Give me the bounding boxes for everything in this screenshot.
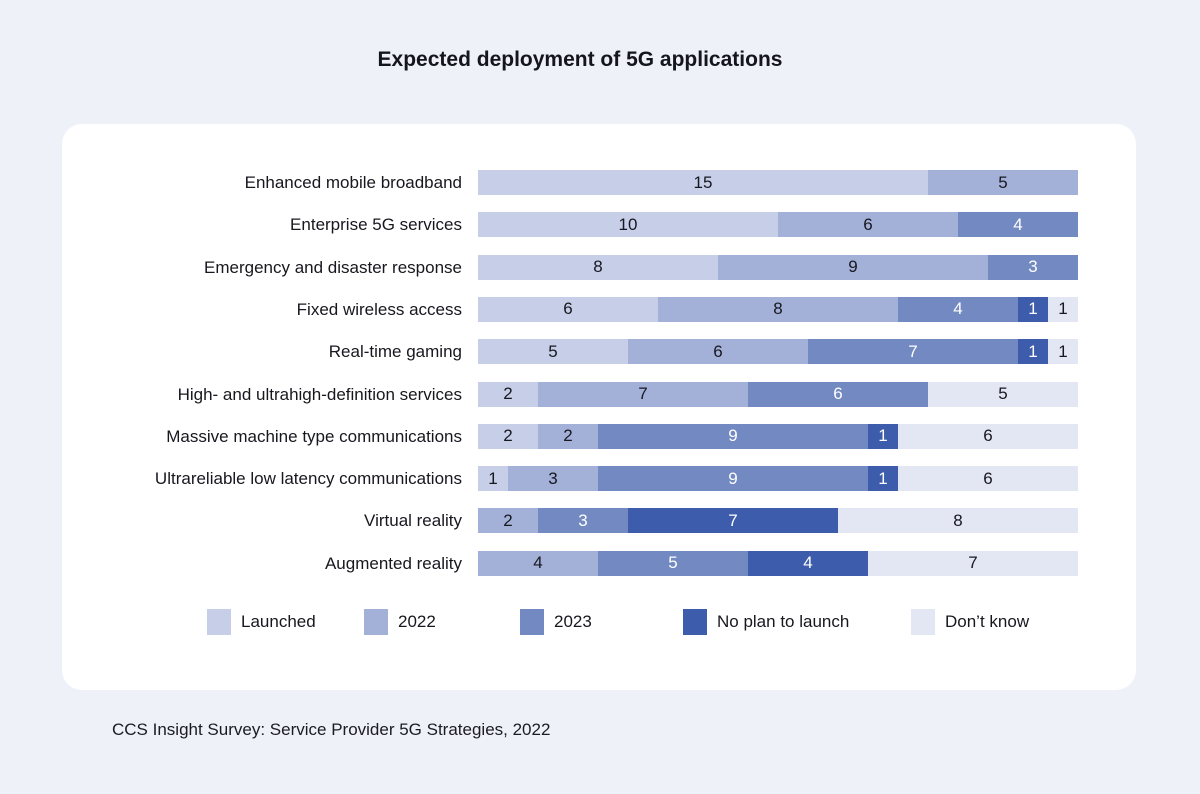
bar-segment: 3: [538, 508, 628, 534]
bar-segment: 8: [478, 254, 718, 280]
chart-row: Emergency and disaster response 8 9 3: [62, 254, 1136, 280]
bar-segment: 9: [598, 466, 868, 492]
category-label: Real-time gaming: [328, 342, 462, 362]
bar-segment: 4: [898, 296, 1018, 322]
legend-swatch-icon: [207, 609, 231, 635]
bar-segment: 7: [808, 339, 1018, 365]
bar-segment: 4: [748, 550, 868, 576]
bar-segment: 7: [628, 508, 838, 534]
category-label: Enterprise 5G services: [290, 215, 462, 235]
chart-row: Virtual reality 2 3 7 8: [62, 508, 1136, 534]
legend-swatch-icon: [520, 609, 544, 635]
bar-segment: 1: [1048, 339, 1078, 365]
bar-segment: 3: [508, 466, 598, 492]
category-label: Emergency and disaster response: [204, 257, 462, 277]
bar-segment: 1: [1018, 339, 1048, 365]
bar-segment: 9: [718, 254, 988, 280]
chart-row: Ultrareliable low latency communications…: [62, 466, 1136, 492]
category-label: Fixed wireless access: [296, 299, 462, 319]
legend-swatch-icon: [683, 609, 707, 635]
chart-title: Expected deployment of 5G applications: [377, 48, 783, 71]
bar-segment: 2: [478, 423, 538, 449]
bar-segment: 9: [598, 423, 868, 449]
bar-segment: 5: [928, 170, 1078, 195]
bar-segment: 5: [928, 381, 1078, 407]
bar-segment: 6: [628, 339, 808, 365]
bar-segment: 1: [478, 466, 508, 492]
legend-label: 2023: [554, 612, 592, 631]
legend-label: Launched: [241, 612, 316, 631]
bar-segment: 1: [868, 423, 898, 449]
chart-row: Fixed wireless access 6 8 4 1 1: [62, 296, 1136, 322]
bar-segment: 2: [538, 423, 598, 449]
bar-segment: 1: [1048, 296, 1078, 322]
legend-item: 2023: [520, 609, 592, 635]
bar-segment: 6: [778, 212, 958, 238]
category-label: Ultrareliable low latency communications: [154, 469, 462, 489]
bar-segment: 6: [478, 296, 658, 322]
bar-segment: 7: [868, 550, 1078, 576]
bar-segment: 2: [478, 508, 538, 534]
chart-row: Massive machine type communications 2 2 9 1 6: [62, 423, 1136, 449]
bar-segment: 1: [1018, 296, 1048, 322]
bar-segment: 2: [478, 381, 538, 407]
bar-segment: 8: [658, 296, 898, 322]
legend-item: 2022: [364, 609, 436, 635]
bar-segment: 4: [478, 550, 598, 576]
chart-row: Augmented reality 4 5 4 7: [62, 550, 1136, 576]
chart-row: Enhanced mobile broadband 15 5: [62, 170, 1136, 195]
bar-segment: 8: [838, 508, 1078, 534]
bar-segment: 7: [538, 381, 748, 407]
bar-segment: 5: [598, 550, 748, 576]
legend-item: No plan to launch: [683, 609, 849, 635]
bar-segment: 6: [748, 381, 928, 407]
category-label: Massive machine type communications: [166, 426, 462, 446]
bar-segment: 3: [988, 254, 1078, 280]
chart-row: Real-time gaming 5 6 7 1 1: [62, 339, 1136, 365]
legend-label: 2022: [398, 612, 436, 631]
chart-card: Enhanced mobile broadband 15 5 Enterprise 5…: [62, 124, 1136, 690]
legend-item: Launched: [207, 609, 316, 635]
category-label: Enhanced mobile broadband: [244, 173, 462, 192]
stacked-bar: 10 6 4: [478, 212, 1078, 238]
legend-swatch-icon: [364, 609, 388, 635]
bar-segment: 5: [478, 339, 628, 365]
legend-label: No plan to launch: [717, 612, 850, 631]
category-label: High- and ultrahigh-definition services: [177, 384, 462, 404]
legend-item: Don’t know: [911, 609, 1029, 635]
bar-segment: 10: [478, 212, 778, 238]
source-caption: CCS Insight Survey: Service Provider 5G …: [112, 720, 551, 739]
bar-segment: 1: [868, 466, 898, 492]
bar-segment: 6: [898, 466, 1078, 492]
category-label: Virtual reality: [364, 511, 462, 531]
bar-segment: 6: [898, 423, 1078, 449]
category-label: Augmented reality: [324, 553, 462, 573]
chart-row: Enterprise 5G services 10 6 4: [62, 212, 1136, 238]
bar-segment: 4: [958, 212, 1078, 238]
legend-swatch-icon: [911, 609, 935, 635]
stacked-bar: 15 5: [478, 170, 1078, 195]
chart-row: High- and ultrahigh-definition services 2…: [62, 381, 1136, 407]
legend-label: Don’t know: [945, 612, 1030, 631]
bar-segment: 15: [478, 170, 928, 195]
